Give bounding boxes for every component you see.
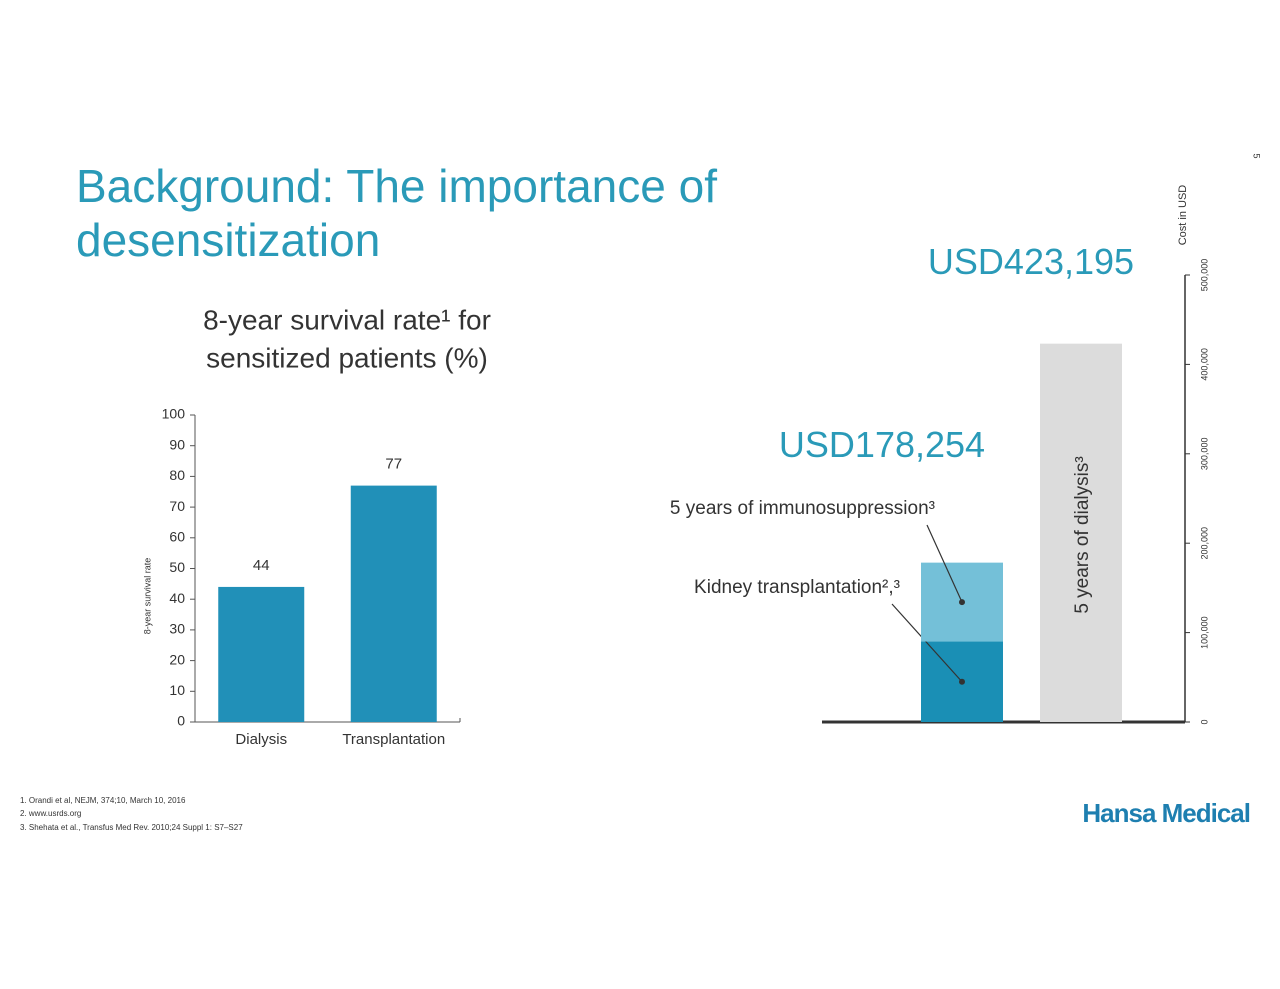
value-label: USD423,195: [928, 241, 1134, 282]
slide-title: desensitization: [76, 214, 380, 266]
y-tick-label: 300,000: [1199, 438, 1209, 471]
y-tick-label: 0: [177, 713, 185, 729]
y-tick-label: 0: [1199, 719, 1209, 724]
y-tick-label: 30: [169, 621, 185, 637]
y-tick-label: 70: [169, 498, 185, 514]
value-label: 44: [253, 557, 270, 574]
chart-title: 8-year survival rate¹ for: [203, 304, 491, 335]
y-tick-label: 40: [169, 590, 185, 606]
y-tick-label: 80: [169, 467, 185, 483]
y-tick-label: 20: [169, 651, 185, 667]
y-tick-label: 60: [169, 529, 185, 545]
y-axis-label: 8-year survival rate: [142, 558, 152, 635]
value-label: 77: [385, 456, 402, 473]
y-tick-label: 100,000: [1199, 616, 1209, 649]
x-tick-label: Transplantation: [342, 731, 445, 748]
series-label: Kidney transplantation²,³: [694, 577, 900, 598]
total-label: USD178,254: [779, 424, 985, 465]
footnote: 1. Orandi et al, NEJM, 374;10, March 10,…: [20, 796, 186, 805]
footnote: 3. Shehata et al., Transfus Med Rev. 201…: [20, 823, 243, 832]
leader-dot: [959, 599, 965, 606]
slide-title: Background: The importance of: [76, 160, 717, 212]
chart-title: sensitized patients (%): [206, 342, 488, 373]
page-number: 5: [1252, 153, 1262, 158]
series-label: 5 years of dialysis³: [1072, 456, 1093, 613]
x-tick-label: Dialysis: [235, 731, 287, 748]
logo: Hansa Medical: [1082, 798, 1250, 828]
bar-segment: [1040, 343, 1122, 722]
footnote: 2. www.usrds.org: [20, 809, 81, 818]
bar: [218, 586, 305, 722]
leader-line: [891, 603, 963, 683]
leader-dot: [959, 678, 965, 685]
bar: [350, 485, 437, 722]
y-tick-label: 90: [169, 436, 185, 452]
leader-line: [926, 524, 963, 603]
y-tick-label: 10: [169, 682, 185, 698]
y-tick-label: 500,000: [1199, 259, 1209, 292]
y-tick-label: 50: [169, 559, 185, 575]
y-tick-label: 400,000: [1199, 348, 1209, 381]
y-tick-label: 200,000: [1199, 527, 1209, 560]
y-tick-label: 100: [162, 406, 186, 422]
series-label: 5 years of immunosuppression³: [670, 498, 935, 519]
y-axis-label: Cost in USD: [1177, 185, 1189, 246]
